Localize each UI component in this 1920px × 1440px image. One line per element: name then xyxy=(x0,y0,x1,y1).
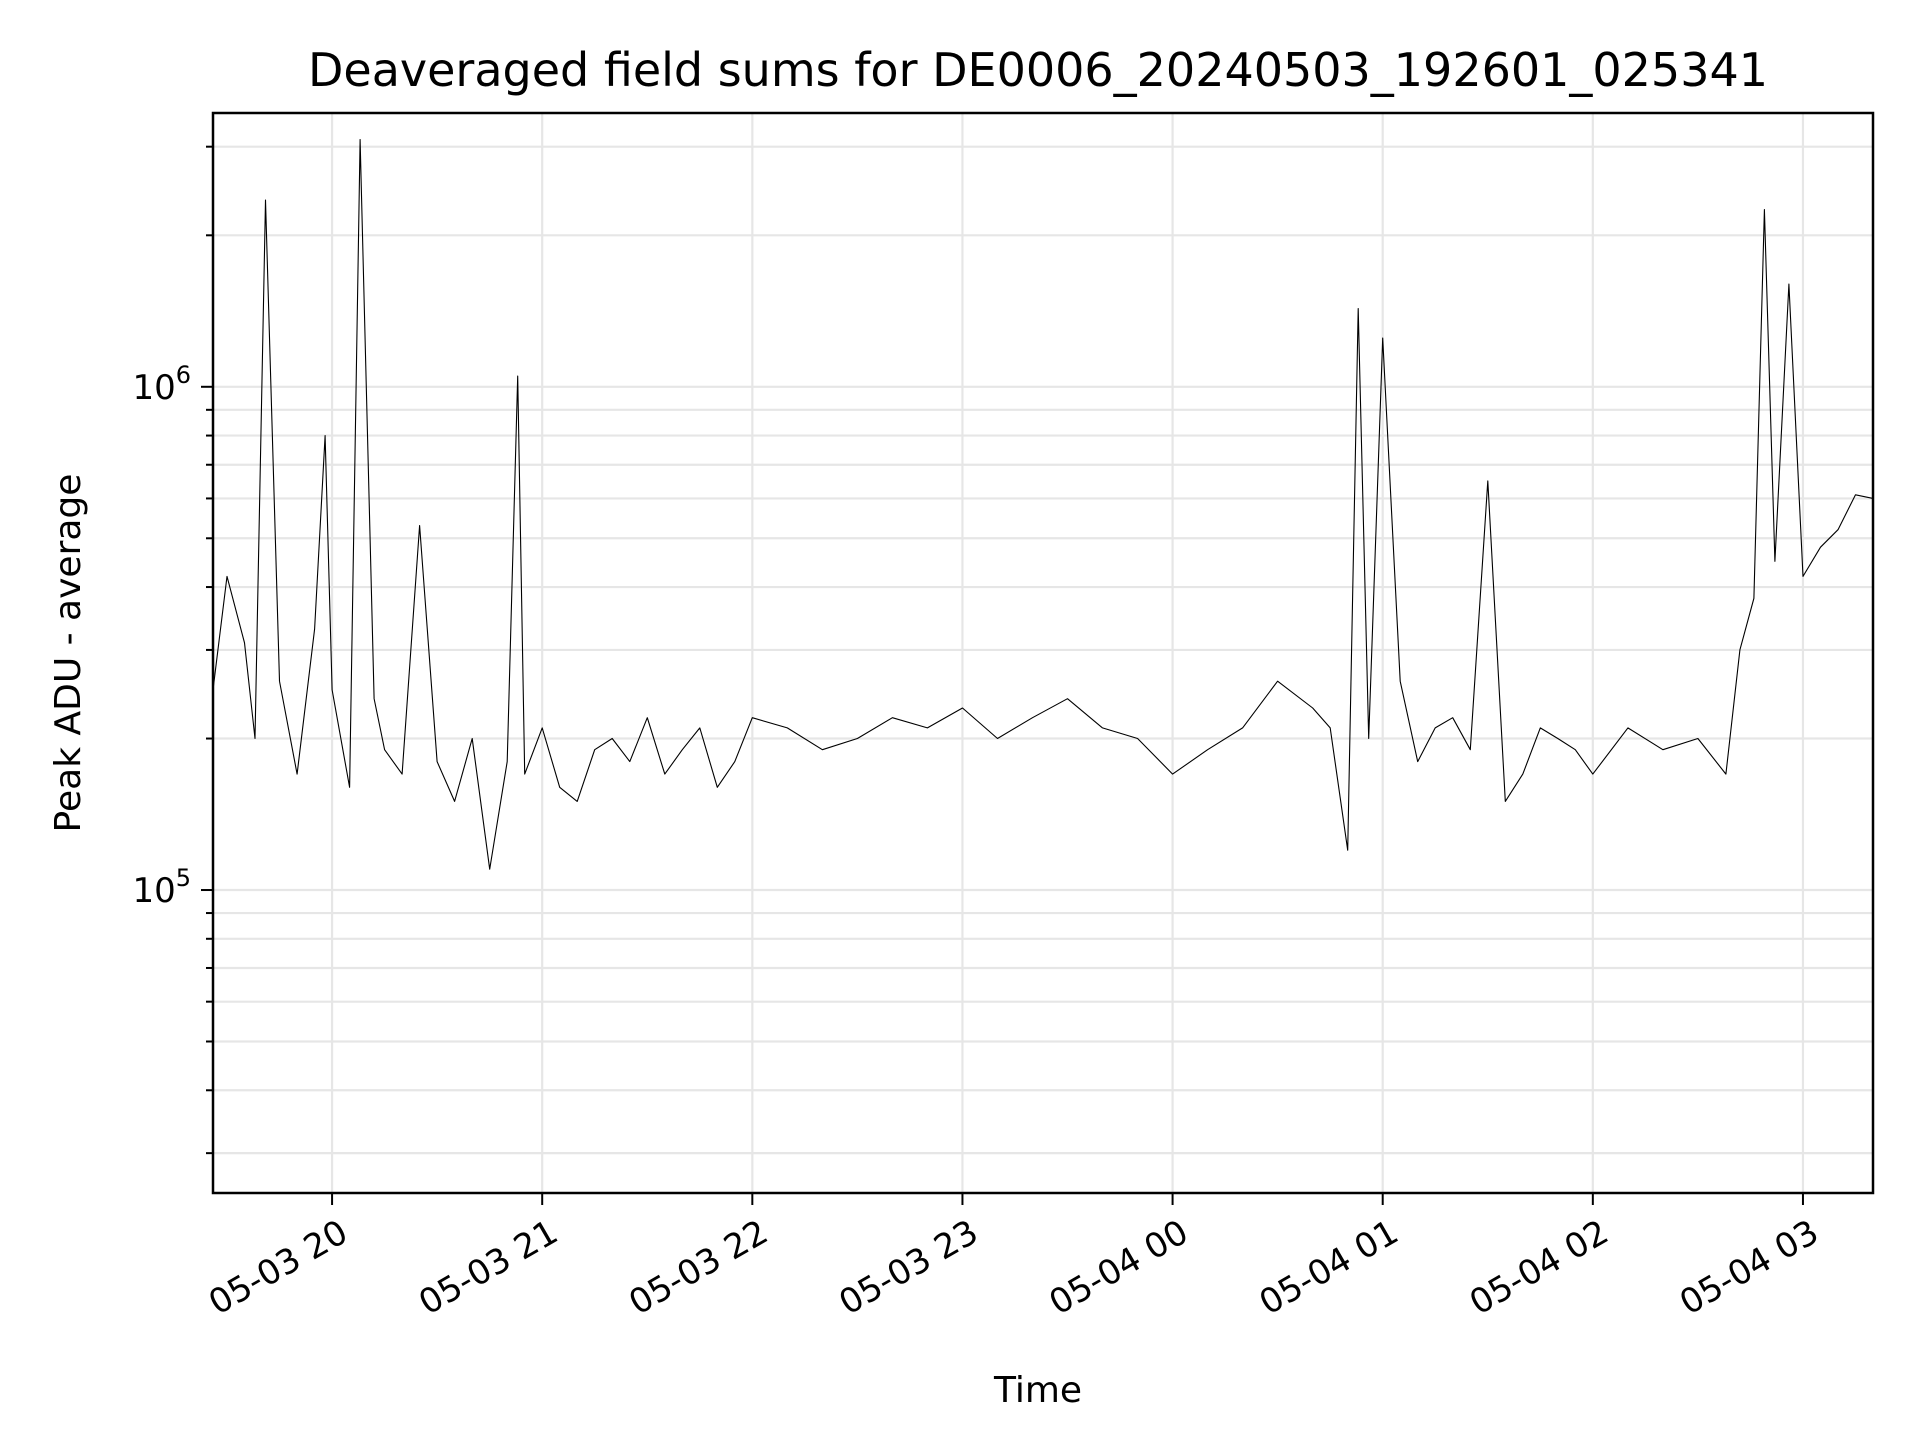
y-tick-exponent: 5 xyxy=(176,864,191,892)
y-tick-exponent: 6 xyxy=(176,361,191,389)
x-axis-label: Time xyxy=(993,1370,1082,1411)
series-line xyxy=(212,138,1874,870)
y-tick-base: 10 xyxy=(132,368,175,408)
y-tick-label: 105 xyxy=(132,864,191,911)
series-layer xyxy=(212,138,1874,870)
y-tick-label: 106 xyxy=(132,361,191,408)
plot-frame xyxy=(211,111,1875,1195)
y-tick-base: 10 xyxy=(132,871,175,911)
y-axis-label: Peak ADU - average xyxy=(48,474,89,833)
grid xyxy=(213,113,1873,1193)
chart-title: Deaveraged field sums for DE0006_2024050… xyxy=(308,43,1768,97)
